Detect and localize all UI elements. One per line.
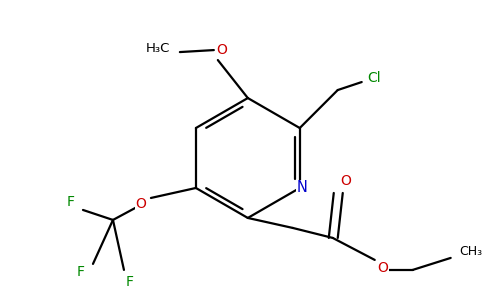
Text: N: N xyxy=(296,181,307,196)
Text: Cl: Cl xyxy=(367,71,380,85)
Text: O: O xyxy=(216,43,227,57)
Text: F: F xyxy=(126,275,134,289)
Text: F: F xyxy=(67,195,75,209)
Text: O: O xyxy=(340,174,351,188)
Text: CH₃: CH₃ xyxy=(459,245,482,258)
Text: F: F xyxy=(77,265,85,279)
Text: O: O xyxy=(136,197,146,211)
Text: H₃C: H₃C xyxy=(146,42,170,55)
Text: O: O xyxy=(378,261,388,275)
